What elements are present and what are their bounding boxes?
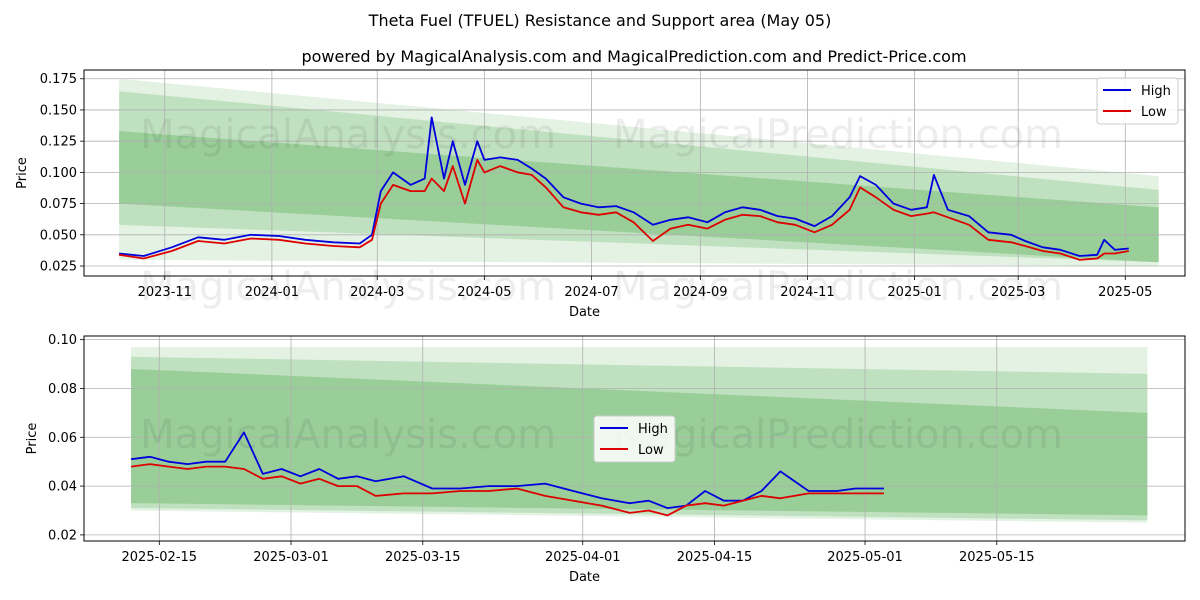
- chart-title: Theta Fuel (TFUEL) Resistance and Suppor…: [368, 11, 832, 30]
- x-tick-label: 2024-01: [245, 285, 299, 300]
- y-axis-label: Price: [15, 157, 30, 189]
- plot-frame: [83, 335, 1186, 542]
- series-line-high: [119, 116, 1129, 257]
- chart-subtitle: powered by MagicalAnalysis.com and Magic…: [301, 47, 966, 66]
- watermark-text: MagicalAnalysis.com: [140, 112, 556, 158]
- x-tick-label: 2025-03-15: [385, 550, 461, 565]
- watermark-text: MagicalPrediction.com: [613, 264, 1063, 310]
- x-tick-label: 2024-05: [457, 285, 511, 300]
- y-tick-label: 0.175: [40, 72, 77, 87]
- y-tick-label: 0.075: [40, 197, 77, 212]
- y-tick-label: 0.08: [48, 382, 77, 397]
- x-tick-label: 2025-03: [991, 285, 1045, 300]
- legend-label-high: High: [1141, 84, 1171, 99]
- x-tick-label: 2025-04-15: [677, 550, 753, 565]
- x-tick-label: 2025-03-01: [253, 550, 329, 565]
- legend-label-low: Low: [1141, 105, 1167, 120]
- y-tick-label: 0.050: [40, 228, 77, 243]
- legend-label-high: High: [638, 422, 668, 437]
- y-tick-label: 0.150: [40, 103, 77, 118]
- x-tick-label: 2024-03: [350, 285, 404, 300]
- series-line-high: [130, 431, 884, 510]
- plot-frame: [83, 69, 1186, 277]
- watermark-text: MagicalAnalysis.com: [140, 412, 556, 458]
- y-tick-label: 0.100: [40, 166, 77, 181]
- y-tick-label: 0.025: [40, 260, 77, 275]
- x-tick-label: 2025-05: [1098, 285, 1152, 300]
- series-line-low: [130, 463, 884, 517]
- x-tick-label: 2024-07: [564, 285, 618, 300]
- x-tick-label: 2023-11: [138, 285, 192, 300]
- y-tick-label: 0.10: [48, 333, 77, 348]
- legend-label-low: Low: [638, 443, 664, 458]
- x-axis-label: Date: [569, 305, 600, 320]
- x-tick-label: 2025-02-15: [122, 550, 198, 565]
- x-tick-label: 2025-01: [887, 285, 941, 300]
- x-tick-label: 2024-11: [780, 285, 834, 300]
- top-chart: 0.025 0.050 0.075 0.100 0.125 0.150 0.175 2023-…: [15, 69, 1186, 320]
- y-tick-label: 0.06: [48, 431, 77, 446]
- x-axis-label: Date: [569, 570, 600, 585]
- watermark-text: MagicalAnalysis.com: [140, 264, 556, 310]
- x-tick-label: 2025-04-01: [545, 550, 621, 565]
- y-tick-label: 0.125: [40, 135, 77, 150]
- bottom-chart: 0.02 0.04 0.06 0.08 0.10 2025-02-15 2025-03-01…: [25, 333, 1186, 585]
- x-tick-label: 2024-09: [673, 285, 727, 300]
- x-tick-label: 2025-05-15: [959, 550, 1035, 565]
- watermark-text: MagicalPrediction.com: [613, 112, 1063, 158]
- y-tick-label: 0.02: [48, 528, 77, 543]
- y-axis-label: Price: [25, 423, 40, 455]
- watermark-text: MagicalPrediction.com: [613, 412, 1063, 458]
- support-resistance-band: [119, 131, 1159, 263]
- series-line-low: [118, 158, 1129, 261]
- y-tick-label: 0.04: [48, 480, 77, 495]
- x-tick-label: 2025-05-01: [827, 550, 903, 565]
